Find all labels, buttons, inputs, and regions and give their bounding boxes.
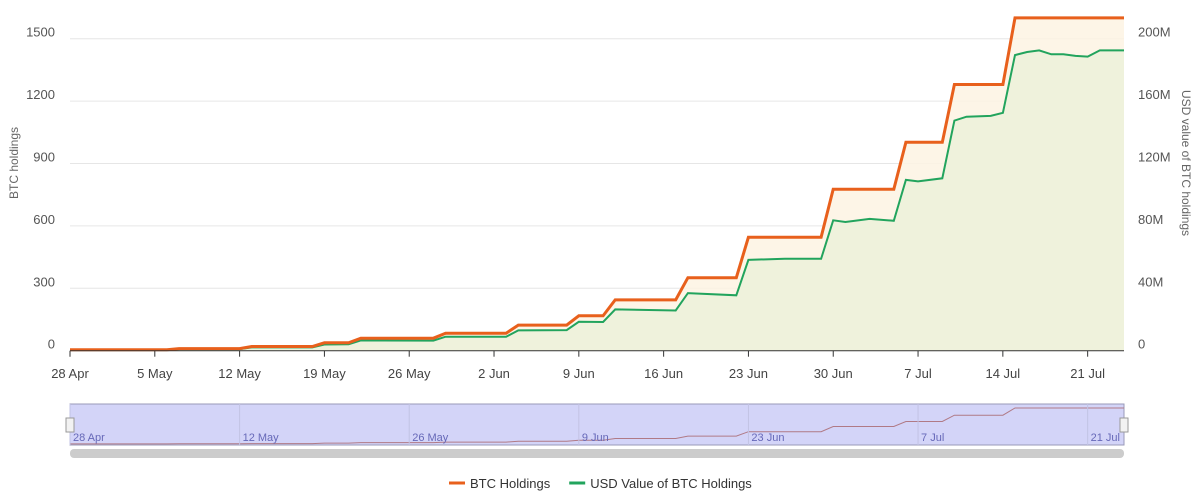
series-areas — [70, 17, 1124, 351]
right-tick-label: 80M — [1138, 212, 1163, 227]
usd-value-area — [70, 50, 1124, 351]
legend: BTC Holdings USD Value of BTC Holdings — [449, 476, 752, 491]
left-tick-label: 0 — [48, 337, 55, 352]
left-y-axis: 0 300 600 900 1200 1500 — [26, 25, 55, 352]
right-tick-label: 120M — [1138, 150, 1171, 165]
navigator-series-line — [70, 407, 1124, 445]
right-tick-label: 160M — [1138, 87, 1171, 102]
left-tick-label: 1200 — [26, 87, 55, 102]
x-tick-label: 23 Jun — [729, 366, 768, 381]
navigator-label: 7 Jul — [921, 432, 944, 444]
navigator-label: 28 Apr — [73, 432, 105, 444]
series-lines — [70, 16, 1124, 352]
x-tick-label: 30 Jun — [814, 366, 853, 381]
navigator-label: 9 Jun — [582, 432, 609, 444]
right-tick-label: 200M — [1138, 25, 1171, 40]
x-tick-label: 9 Jun — [563, 366, 595, 381]
legend-item[interactable]: USD Value of BTC Holdings — [569, 476, 752, 491]
x-tick-label: 19 May — [303, 366, 346, 381]
left-axis-title: BTC holdings — [7, 127, 21, 199]
right-tick-label: 0 — [1138, 337, 1145, 352]
x-tick-label: 21 Jul — [1070, 366, 1105, 381]
left-tick-label: 900 — [33, 150, 55, 165]
btc-holdings-line — [70, 16, 1124, 352]
left-tick-label: 600 — [33, 212, 55, 227]
navigator-right-handle[interactable] — [1119, 417, 1129, 433]
x-tick-label: 12 May — [218, 366, 261, 381]
x-tick-label: 2 Jun — [478, 366, 510, 381]
navigator-label: 26 May — [412, 432, 449, 444]
navigator-label: 23 Jun — [751, 432, 784, 444]
left-tick-label: 300 — [33, 274, 55, 289]
x-axis: 28 Apr 5 May 12 May 19 May 26 May 2 Jun 9 Jun 1… — [51, 350, 1124, 381]
legend-item[interactable]: BTC Holdings — [449, 476, 551, 491]
x-tick-label: 14 Jul — [985, 366, 1020, 381]
legend-label: BTC Holdings — [470, 476, 551, 491]
navigator-selection — [69, 403, 1125, 446]
right-y-axis: 0 40M 80M 120M 160M 200M — [1138, 25, 1171, 352]
x-tick-label: 26 May — [388, 366, 431, 381]
navigator-left-handle[interactable] — [65, 417, 75, 433]
legend-label: USD Value of BTC Holdings — [590, 476, 752, 491]
navigator[interactable]: 28 Apr 12 May 26 May 9 Jun 23 Jun 7 Jul 21 Jul — [65, 403, 1129, 458]
x-tick-label: 5 May — [137, 366, 173, 381]
navigator-scrollbar[interactable] — [70, 449, 1124, 458]
x-tick-label: 16 Jun — [644, 366, 683, 381]
right-tick-label: 40M — [1138, 274, 1163, 289]
left-tick-label: 1500 — [26, 25, 55, 40]
navigator-label: 21 Jul — [1091, 432, 1120, 444]
navigator-label: 12 May — [243, 432, 280, 444]
x-tick-label: 7 Jul — [904, 366, 932, 381]
x-tick-label: 28 Apr — [51, 366, 89, 381]
right-axis-title: USD value of BTC holdings — [1179, 90, 1193, 236]
